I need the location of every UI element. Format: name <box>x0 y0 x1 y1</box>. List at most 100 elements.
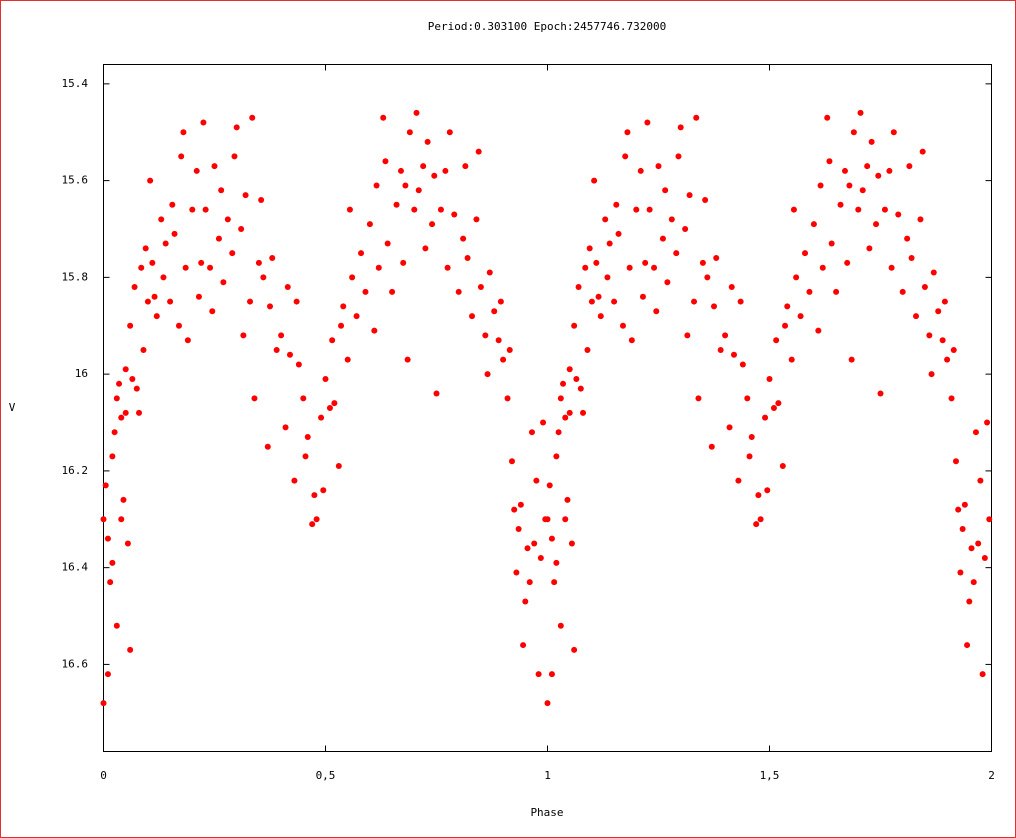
data-point <box>362 288 369 295</box>
data-point <box>968 545 975 552</box>
data-point <box>653 308 660 315</box>
data-point <box>113 622 120 629</box>
data-point <box>175 322 182 329</box>
data-point <box>642 259 649 266</box>
data-point <box>346 206 353 213</box>
data-point <box>864 163 871 170</box>
data-point <box>806 288 813 295</box>
data-point <box>850 129 857 136</box>
data-point <box>526 579 533 586</box>
data-point <box>142 245 149 252</box>
data-point <box>116 380 123 387</box>
data-point <box>437 206 444 213</box>
data-point <box>111 429 118 436</box>
data-point <box>837 201 844 208</box>
data-point <box>866 245 873 252</box>
data-point <box>109 559 116 566</box>
data-point <box>624 129 631 136</box>
data-point <box>726 424 733 431</box>
data-point <box>415 187 422 194</box>
data-point <box>473 216 480 223</box>
data-point <box>460 235 467 242</box>
data-point <box>553 453 560 460</box>
data-point <box>224 216 231 223</box>
data-point <box>841 167 848 174</box>
data-point <box>293 298 300 305</box>
data-point <box>955 506 962 513</box>
data-point <box>964 642 971 649</box>
data-point <box>138 264 145 271</box>
data-point <box>613 201 620 208</box>
data-point <box>702 196 709 203</box>
data-point <box>651 264 658 271</box>
data-point <box>695 395 702 402</box>
data-point <box>189 206 196 213</box>
data-point <box>628 337 635 344</box>
data-point <box>104 671 111 678</box>
x-axis-label: Phase <box>530 806 563 819</box>
data-point <box>209 308 216 315</box>
data-point <box>229 250 236 257</box>
data-point <box>757 516 764 523</box>
data-point <box>129 375 136 382</box>
data-point <box>311 492 318 499</box>
data-point <box>107 579 114 586</box>
data-point <box>160 274 167 281</box>
data-point <box>571 322 578 329</box>
data-point <box>366 221 373 228</box>
data-point <box>644 119 651 126</box>
data-point <box>560 380 567 387</box>
data-point <box>508 458 515 465</box>
y-tick-label: 15.8 <box>62 270 89 283</box>
data-point <box>728 284 735 291</box>
data-point <box>122 409 129 416</box>
data-point <box>833 288 840 295</box>
data-point <box>220 279 227 286</box>
data-point <box>797 313 804 320</box>
data-point <box>286 351 293 358</box>
data-point <box>320 487 327 494</box>
data-point <box>826 158 833 165</box>
data-point <box>562 414 569 421</box>
data-point <box>200 119 207 126</box>
data-point <box>662 187 669 194</box>
y-axis-label: V <box>9 401 16 414</box>
data-point <box>597 313 604 320</box>
data-point <box>562 516 569 523</box>
data-point <box>602 216 609 223</box>
data-point <box>959 525 966 532</box>
data-point <box>810 221 817 228</box>
data-point <box>755 492 762 499</box>
data-point <box>748 434 755 441</box>
data-point <box>284 284 291 291</box>
data-point <box>329 337 336 344</box>
data-point <box>273 346 280 353</box>
data-point <box>682 225 689 232</box>
data-point <box>300 395 307 402</box>
data-point <box>646 206 653 213</box>
data-point <box>693 114 700 121</box>
data-point <box>251 395 258 402</box>
data-point <box>533 477 540 484</box>
data-point <box>462 163 469 170</box>
data-point <box>528 429 535 436</box>
data-point <box>573 375 580 382</box>
data-point <box>397 167 404 174</box>
data-point <box>966 598 973 605</box>
data-point <box>238 225 245 232</box>
data-point <box>497 298 504 305</box>
data-point <box>917 216 924 223</box>
data-point <box>540 419 547 426</box>
data-point <box>338 322 345 329</box>
data-point <box>595 293 602 300</box>
data-point <box>384 240 391 247</box>
data-point <box>358 250 365 257</box>
data-point <box>548 671 555 678</box>
x-tick-label: 0 <box>100 769 107 782</box>
data-point <box>591 177 598 184</box>
data-point <box>764 487 771 494</box>
data-point <box>382 158 389 165</box>
data-point <box>326 405 333 411</box>
data-point <box>429 221 436 228</box>
